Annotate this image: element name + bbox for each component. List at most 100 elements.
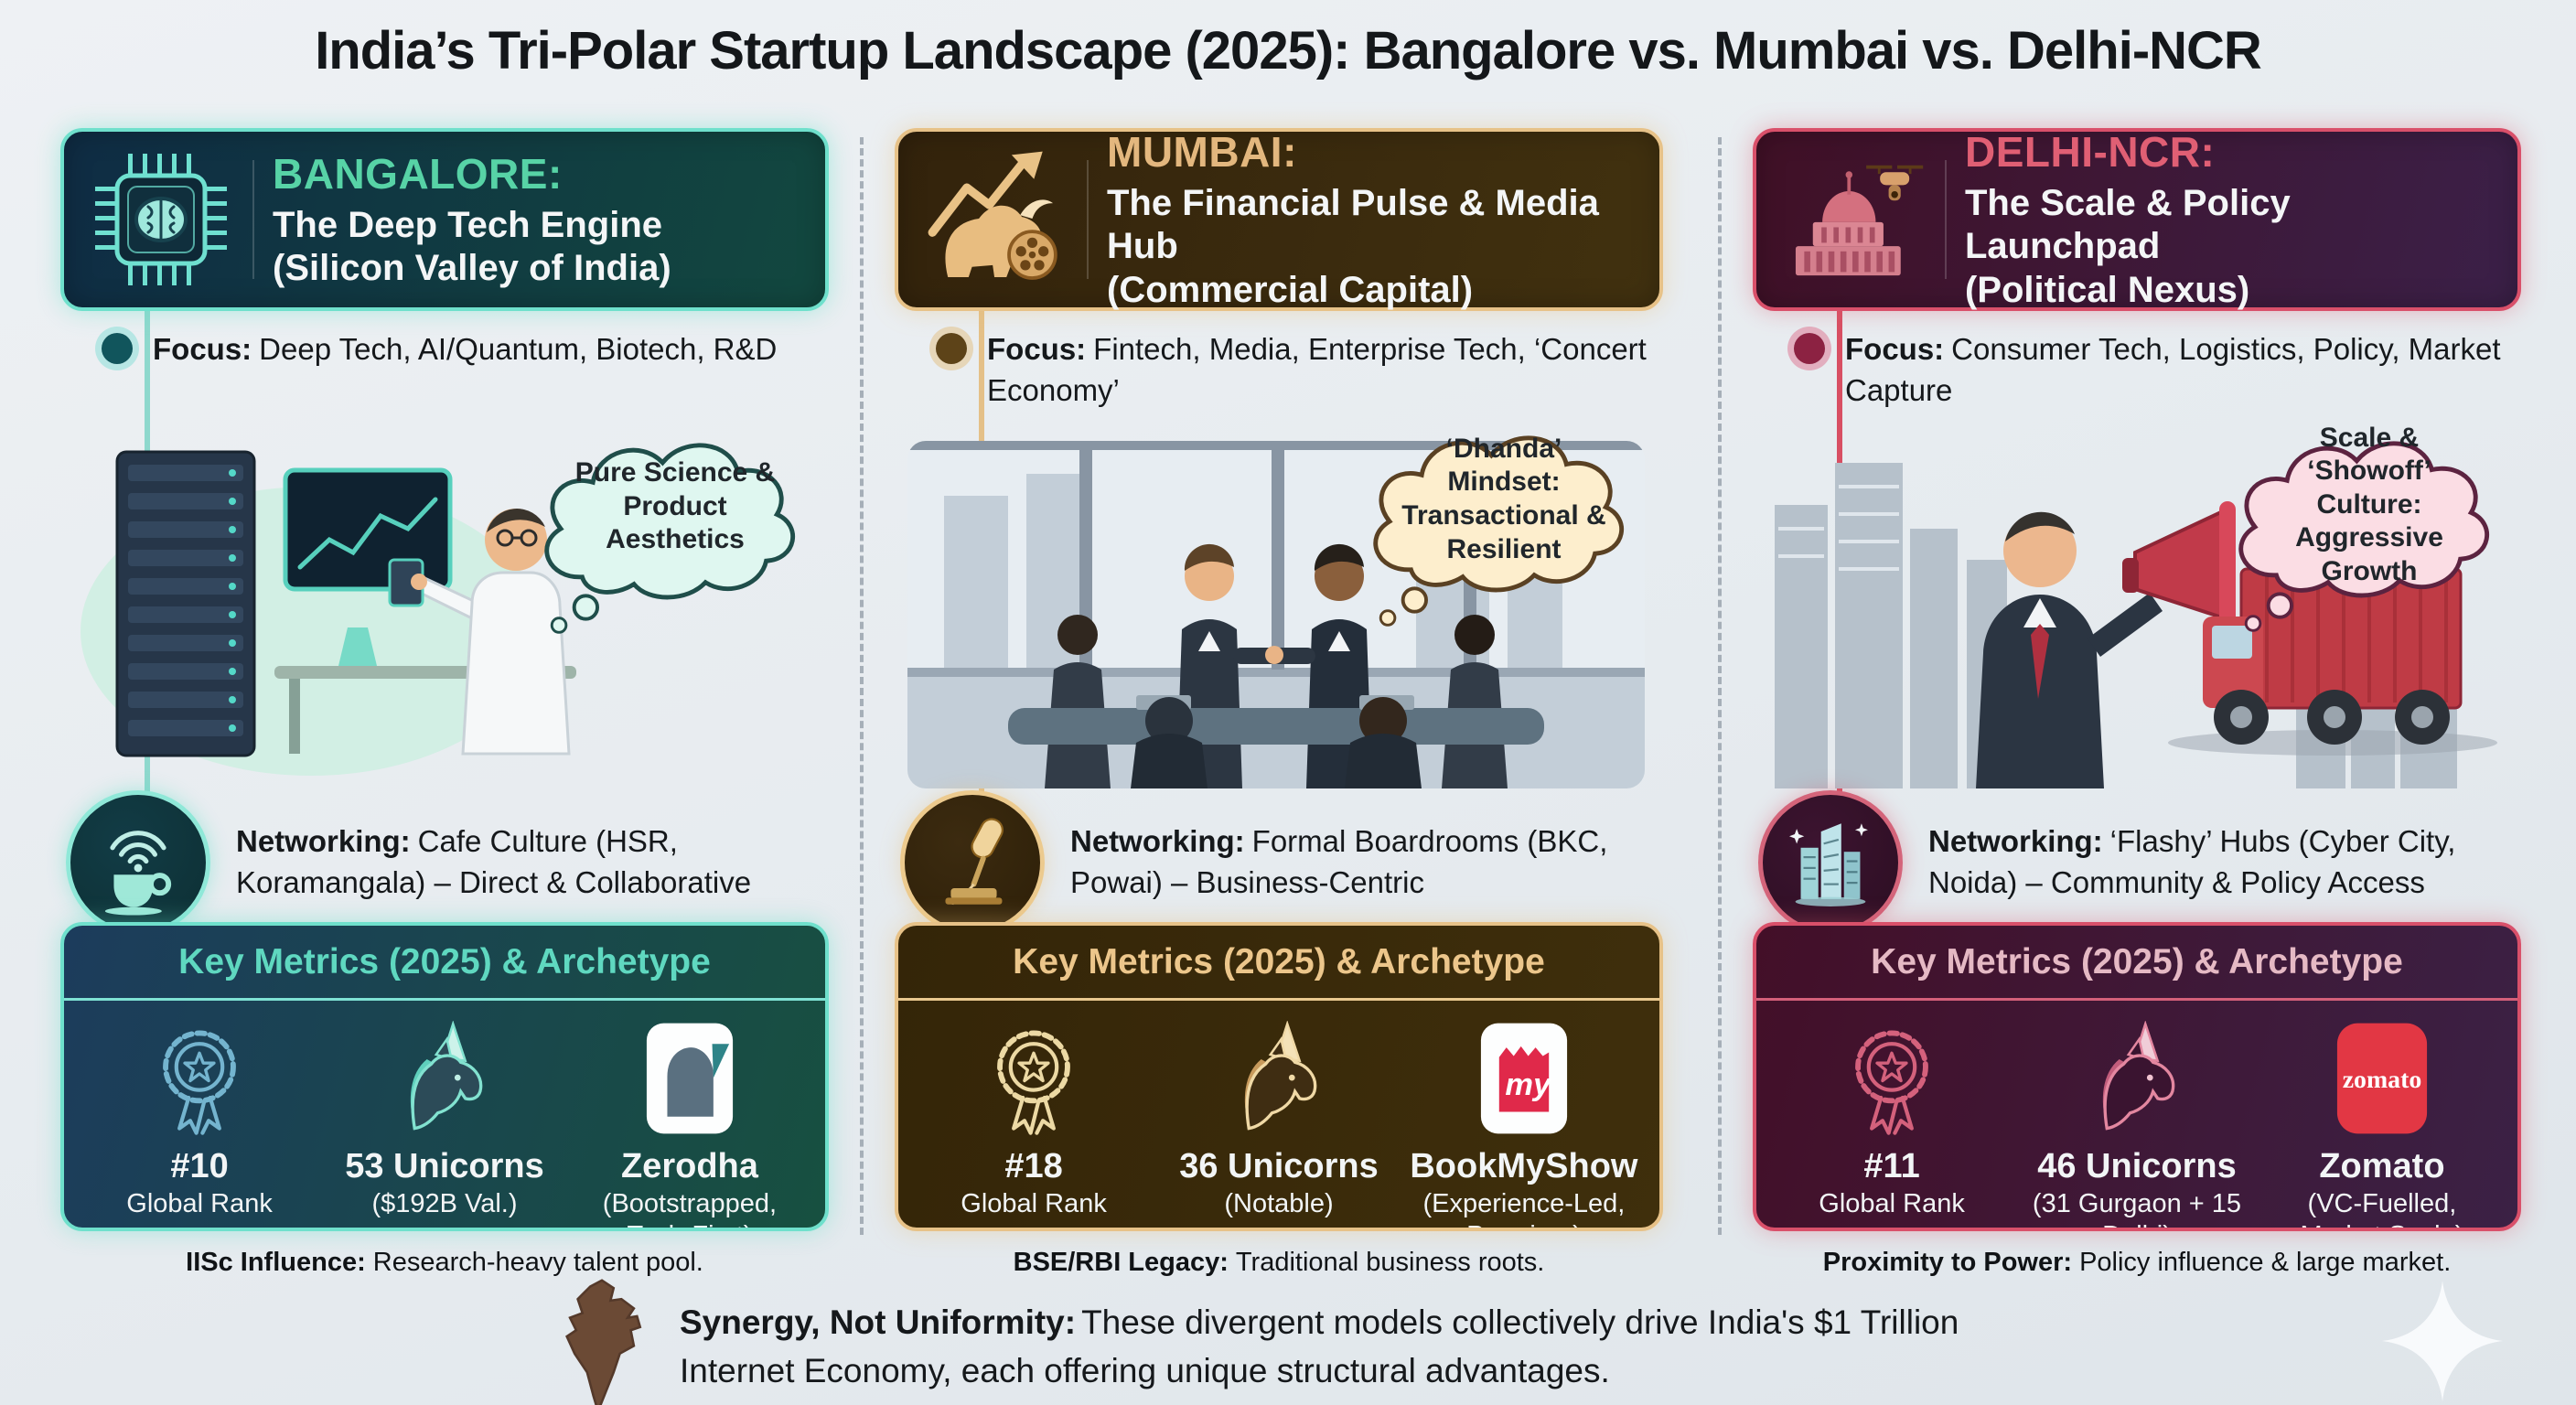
zerodha-logo — [574, 1021, 805, 1136]
skyscrapers-icon — [1758, 790, 1903, 935]
focus-label: Focus: — [987, 332, 1087, 366]
focus-text: Consumer Tech, Logistics, Policy, Market… — [1845, 332, 2501, 407]
metric-label: (Bootstrapped, Tech-First) — [602, 1189, 778, 1228]
brain-chip-icon — [88, 146, 234, 293]
coffee-wifi-icon — [66, 790, 210, 935]
focus-row: Focus: Consumer Tech, Logistics, Policy, … — [1794, 329, 2508, 411]
bangalore-lab-illustration: Pure Science & Product Aesthetics — [68, 430, 823, 790]
focus-label: Focus: — [1845, 332, 1945, 366]
metric-unicorns: 53 Unicorns ($192B Val.) — [329, 1021, 560, 1228]
medal-rosette-icon — [1776, 1021, 2007, 1136]
metrics-panel-title: Key Metrics (2025) & Archetype — [64, 926, 825, 1001]
column-divider — [860, 137, 864, 1235]
metric-label: (Notable) — [1224, 1189, 1334, 1218]
metric-value: Zomato — [2319, 1147, 2445, 1185]
city-name: DELHI-NCR: — [1965, 128, 2216, 177]
column-caption: IISc Influence: Research-heavy talent poo… — [60, 1248, 829, 1278]
header-text: DELHI-NCR: The Scale & Policy Launchpad … — [1965, 127, 2494, 312]
svg-text:zomato: zomato — [2343, 1066, 2422, 1094]
caption-text: Research-heavy talent pool. — [372, 1248, 703, 1277]
caption-text: Policy influence & large market. — [2079, 1248, 2452, 1277]
metric-value: #11 — [1863, 1147, 1920, 1185]
caption-label: IISc Influence: — [186, 1248, 366, 1277]
metric-archetype-zerodha: Zerodha (Bootstrapped, Tech-First) — [574, 1021, 805, 1228]
networking-label: Networking: — [1928, 824, 2103, 859]
bull-market-film-icon — [922, 146, 1068, 293]
metric-unicorns: 36 Unicorns (Notable) — [1164, 1021, 1394, 1228]
page-title: India’s Tri-Polar Startup Landscape (202… — [315, 21, 2262, 80]
unicorn-icon — [1164, 1021, 1394, 1136]
networking-text: Formal Boardrooms (BKC, Powai) – Busines… — [1070, 824, 1608, 899]
metric-value: #10 — [170, 1147, 229, 1185]
metrics-panel-title: Key Metrics (2025) & Archetype — [898, 926, 1659, 1001]
metric-label: (VC-Fuelled, Market Scale) — [2300, 1189, 2463, 1228]
unicorn-icon — [2022, 1021, 2252, 1136]
timeline-bullet — [1794, 333, 1825, 364]
synergy-label: Synergy, Not Uniformity: — [680, 1303, 1077, 1342]
metric-archetype-bookmyshow: my BookMyShow (Experience-Led, Premium) — [1409, 1021, 1639, 1228]
focus-text: Deep Tech, AI/Quantum, Biotech, R&D — [259, 332, 778, 366]
key-metrics-panel: Key Metrics (2025) & Archetype #10 Globa… — [60, 922, 829, 1231]
synergy-text: These divergent models collectively driv… — [680, 1303, 1959, 1389]
column-bangalore: BANGALORE: The Deep Tech Engine (Silicon… — [60, 128, 829, 1308]
networking-row: Networking: Cafe Culture (HSR, Koramangal… — [66, 790, 829, 935]
unicorn-icon — [329, 1021, 560, 1136]
metric-label: Global Rank — [1819, 1189, 1965, 1218]
metric-label: ($192B Val.) — [371, 1189, 518, 1218]
synergy-footer: Synergy, Not Uniformity: These divergent … — [0, 1279, 2576, 1405]
metric-label: (Experience-Led, Premium) — [1422, 1189, 1626, 1228]
focus-row: Focus: Deep Tech, AI/Quantum, Biotech, R&… — [102, 329, 816, 370]
mumbai-boardroom-illustration: ‘Dhanda’ Mindset: Transactional & Resili… — [902, 430, 1658, 790]
caption-text: Traditional business roots. — [1235, 1248, 1545, 1277]
metric-value: #18 — [1004, 1147, 1063, 1185]
column-mumbai: MUMBAI: The Financial Pulse & Media Hub … — [895, 128, 1663, 1308]
metric-label: (31 Gurgaon + 15 Delhi) — [2032, 1189, 2242, 1228]
header-divider — [1087, 160, 1089, 279]
city-name: MUMBAI: — [1107, 128, 1297, 177]
header-text: MUMBAI: The Financial Pulse & Media Hub … — [1107, 127, 1636, 312]
key-metrics-panel: Key Metrics (2025) & Archetype #11 Globa… — [1753, 922, 2521, 1231]
city-tagline: The Financial Pulse & Media Hub (Commerc… — [1107, 183, 1599, 310]
metric-value: 36 Unicorns — [1179, 1147, 1379, 1185]
key-metrics-panel: Key Metrics (2025) & Archetype #18 Globa… — [895, 922, 1663, 1231]
focus-row: Focus: Fintech, Media, Enterprise Tech, ‘… — [936, 329, 1650, 411]
city-tagline: The Scale & Policy Launchpad (Political … — [1965, 183, 2291, 310]
metric-unicorns: 46 Unicorns (31 Gurgaon + 15 Delhi) — [2022, 1021, 2252, 1228]
networking-row: Networking: ‘Flashy’ Hubs (Cyber City, No… — [1758, 790, 2521, 935]
city-header-card: BANGALORE: The Deep Tech Engine (Silicon… — [60, 128, 829, 311]
column-caption: Proximity to Power: Policy influence & la… — [1753, 1248, 2521, 1278]
column-delhi-ncr: DELHI-NCR: The Scale & Policy Launchpad … — [1753, 128, 2521, 1308]
column-divider — [1718, 137, 1722, 1235]
thought-bubble-text: Pure Science & Product Aesthetics — [574, 457, 776, 555]
metric-value: 53 Unicorns — [345, 1147, 544, 1185]
focus-text: Fintech, Media, Enterprise Tech, ‘Concer… — [987, 332, 1647, 407]
caption-label: BSE/RBI Legacy: — [1013, 1248, 1229, 1277]
scientist-server-scene — [80, 450, 576, 776]
networking-text: Cafe Culture (HSR, Koramangala) – Direct… — [236, 824, 752, 899]
thought-bubble-text: Scale & ‘Showoff’ Culture: Aggressive Gr… — [2295, 422, 2443, 586]
thought-bubble: Pure Science & Product Aesthetics — [523, 423, 827, 638]
microphone-icon — [900, 790, 1045, 935]
metric-global-rank: #10 Global Rank — [84, 1021, 315, 1228]
networking-label: Networking: — [236, 824, 411, 859]
sparkle-icon — [2382, 1281, 2503, 1401]
city-tagline: The Deep Tech Engine (Silicon Valley of … — [273, 204, 671, 288]
thought-bubble: ‘Dhanda’ Mindset: Transactional & Resili… — [1352, 415, 1656, 631]
networking-text: ‘Flashy’ Hubs (Cyber City, Noida) – Comm… — [1928, 824, 2456, 899]
metric-label: Global Rank — [126, 1189, 273, 1218]
medal-rosette-icon — [84, 1021, 315, 1136]
timeline-bullet — [936, 333, 967, 364]
focus-label: Focus: — [153, 332, 252, 366]
metric-global-rank: #11 Global Rank — [1776, 1021, 2007, 1228]
header-divider — [252, 160, 254, 279]
metric-global-rank: #18 Global Rank — [918, 1021, 1149, 1228]
city-header-card: DELHI-NCR: The Scale & Policy Launchpad … — [1753, 128, 2521, 311]
metrics-panel-title: Key Metrics (2025) & Archetype — [1756, 926, 2517, 1001]
header-text: BANGALORE: The Deep Tech Engine (Silicon… — [273, 149, 671, 290]
medal-rosette-icon — [918, 1021, 1149, 1136]
india-map-icon — [565, 1279, 642, 1405]
column-caption: BSE/RBI Legacy: Traditional business root… — [895, 1248, 1663, 1278]
thought-bubble-text: ‘Dhanda’ Mindset: Transactional & Resili… — [1401, 433, 1606, 564]
bookmyshow-logo: my — [1409, 1021, 1639, 1136]
